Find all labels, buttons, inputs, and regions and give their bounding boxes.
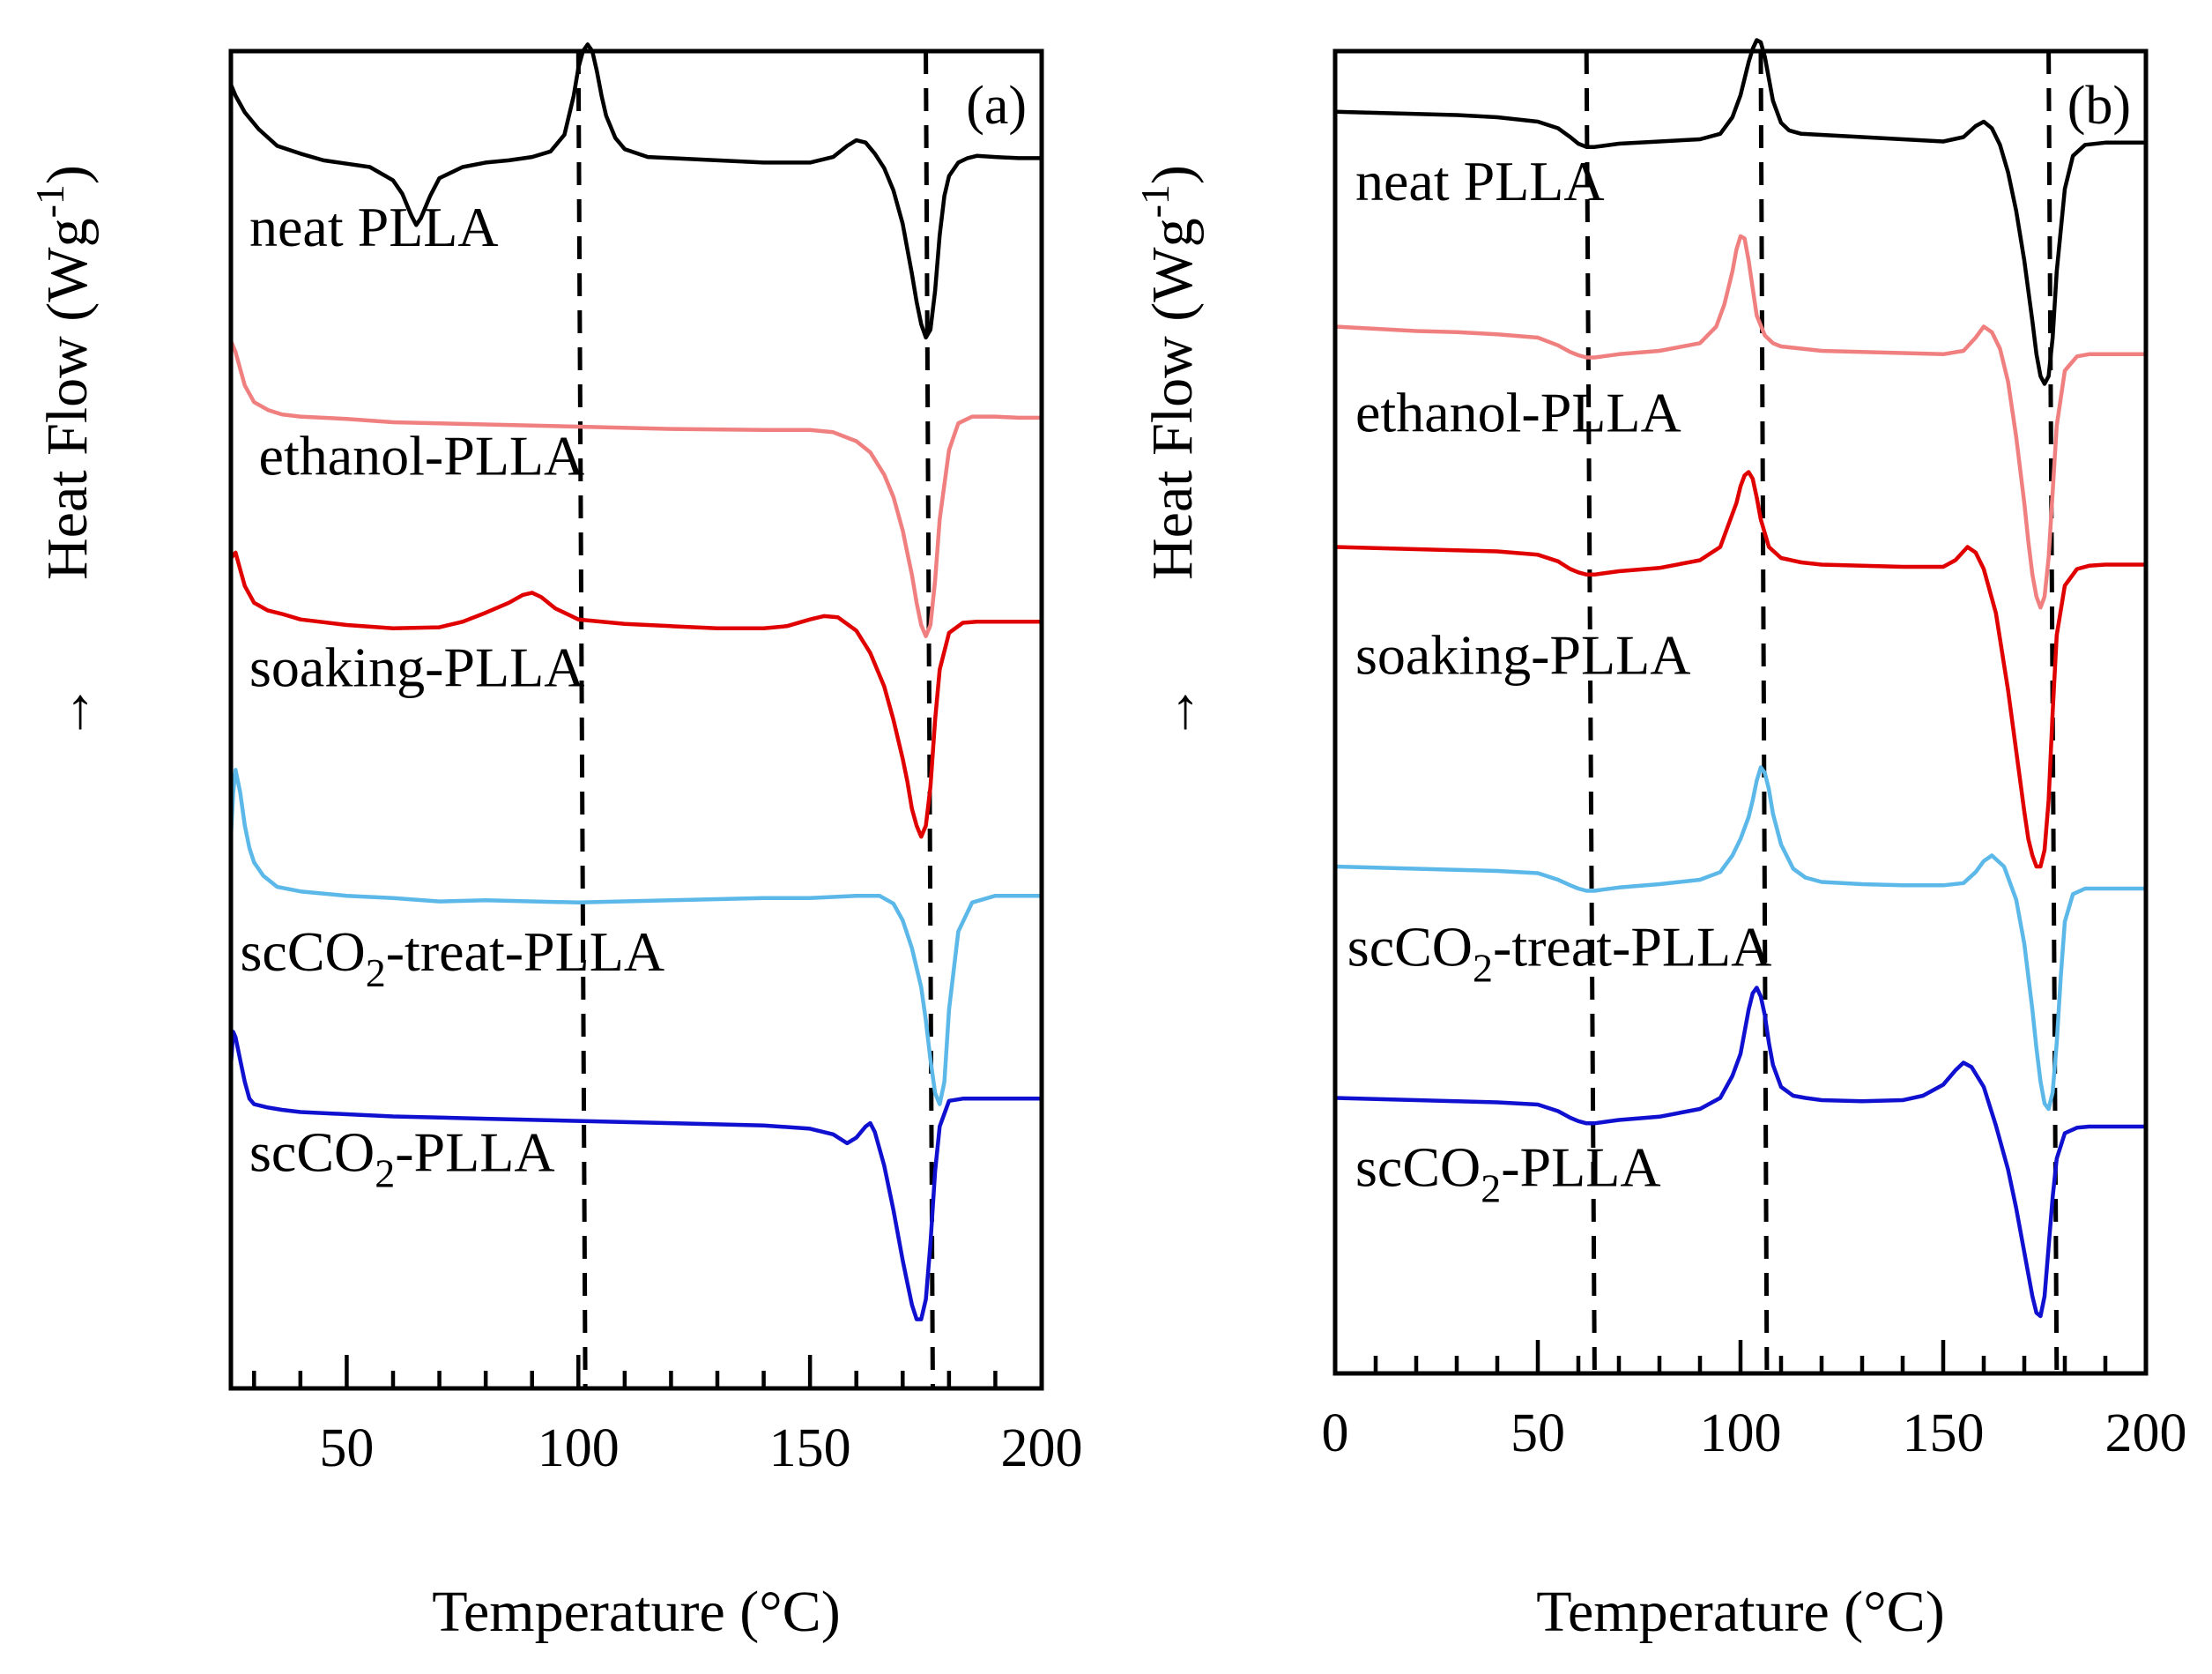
series-line-scco2-treat-plla bbox=[228, 768, 1044, 1106]
series-label-subscript: 2 bbox=[1481, 1166, 1501, 1211]
series-label: scCO2-treat-PLLA bbox=[241, 920, 665, 995]
guide-line-cold-crystallization bbox=[575, 50, 588, 1389]
x-tick-label: 150 bbox=[769, 1418, 851, 1478]
y-axis-title: Heat Flow (Wg-1) bbox=[27, 165, 100, 580]
x-tick-label: 0 bbox=[1322, 1403, 1349, 1463]
series-label-subscript: 2 bbox=[375, 1150, 395, 1195]
series-label-text: ethanol-PLLA bbox=[259, 424, 585, 487]
x-tick-label: 100 bbox=[538, 1418, 620, 1478]
y-axis-title-text: Heat Flow (Wg bbox=[35, 218, 100, 580]
series-line-ethanol-plla bbox=[1332, 234, 2149, 610]
panel-tag: (b) bbox=[2067, 76, 2131, 136]
x-axis-title: Temperature (°C) bbox=[1536, 1580, 1944, 1644]
x-tick-label: 200 bbox=[1001, 1418, 1083, 1478]
guide-line-cold-crystallization bbox=[1758, 50, 1770, 1374]
series-label-rest: -treat-PLLA bbox=[1493, 916, 1771, 978]
series-label-text: ethanol-PLLA bbox=[1355, 381, 1681, 443]
series-label-text: soaking-PLLA bbox=[1355, 623, 1690, 686]
panel-tag: (a) bbox=[966, 76, 1027, 136]
series-label: scCO2-PLLA bbox=[1355, 1136, 1661, 1211]
x-tick-label: 50 bbox=[319, 1418, 374, 1478]
series-line-neat-plla bbox=[228, 42, 1044, 340]
x-tick-label: 200 bbox=[2105, 1403, 2187, 1463]
series-label: ethanol-PLLA bbox=[259, 424, 585, 487]
series-line-soaking-plla bbox=[1332, 470, 2149, 869]
y-axis-arrow-icon: → bbox=[39, 683, 103, 741]
series-label: scCO2-PLLA bbox=[249, 1120, 555, 1195]
series-line-ethanol-plla bbox=[228, 339, 1044, 638]
series-label-text: scCO bbox=[249, 1120, 375, 1183]
series-label-text: scCO bbox=[241, 920, 366, 983]
y-axis-title-superscript: -1 bbox=[1132, 184, 1177, 218]
series-line-scco2-plla bbox=[1332, 986, 2149, 1319]
series-label: soaking-PLLA bbox=[249, 636, 584, 699]
x-tick-label: 50 bbox=[1511, 1403, 1565, 1463]
y-axis-title-close: ) bbox=[35, 165, 100, 184]
plot-frame bbox=[228, 48, 1044, 1391]
series-label-rest: -PLLA bbox=[1501, 1136, 1660, 1199]
series-label: neat PLLA bbox=[249, 196, 499, 258]
x-tick-label: 100 bbox=[1700, 1403, 1782, 1463]
y-axis-arrow-icon: → bbox=[1144, 683, 1208, 741]
series-label-subscript: 2 bbox=[366, 950, 386, 995]
series-label-rest: -PLLA bbox=[395, 1120, 554, 1183]
series-label: soaking-PLLA bbox=[1355, 623, 1690, 686]
y-axis-title: Heat Flow (Wg-1) bbox=[1132, 165, 1205, 580]
series-label-text: scCO bbox=[1347, 916, 1473, 978]
series-label-text: scCO bbox=[1355, 1136, 1481, 1199]
x-tick-label: 150 bbox=[1903, 1403, 1985, 1463]
series-line-scco2-plla bbox=[228, 1030, 1044, 1321]
series-line-soaking-plla bbox=[228, 550, 1044, 839]
series-label-rest: -treat-PLLA bbox=[386, 920, 664, 983]
x-axis-title: Temperature (°C) bbox=[432, 1580, 840, 1644]
series-line-scco2-treat-plla bbox=[1332, 765, 2149, 1112]
series-label-subscript: 2 bbox=[1473, 946, 1493, 991]
series-line-neat-plla bbox=[1332, 38, 2149, 386]
panel-b: neat PLLAethanol-PLLAsoaking-PLLAscCO2-t… bbox=[1132, 38, 2187, 1644]
y-axis-title-text: Heat Flow (Wg bbox=[1140, 218, 1205, 580]
series-label: neat PLLA bbox=[1355, 150, 1605, 212]
y-axis-title-superscript: -1 bbox=[27, 184, 72, 218]
panel-a: neat PLLAethanol-PLLAsoaking-PLLAscCO2-t… bbox=[27, 42, 1083, 1644]
series-label-text: neat PLLA bbox=[1355, 150, 1605, 212]
series-label: ethanol-PLLA bbox=[1355, 381, 1681, 443]
series-label: scCO2-treat-PLLA bbox=[1347, 916, 1772, 991]
series-label-text: soaking-PLLA bbox=[249, 636, 584, 699]
series-label-text: neat PLLA bbox=[249, 196, 499, 258]
y-axis-title-close: ) bbox=[1140, 165, 1205, 184]
guide-line-melting bbox=[924, 50, 935, 1389]
